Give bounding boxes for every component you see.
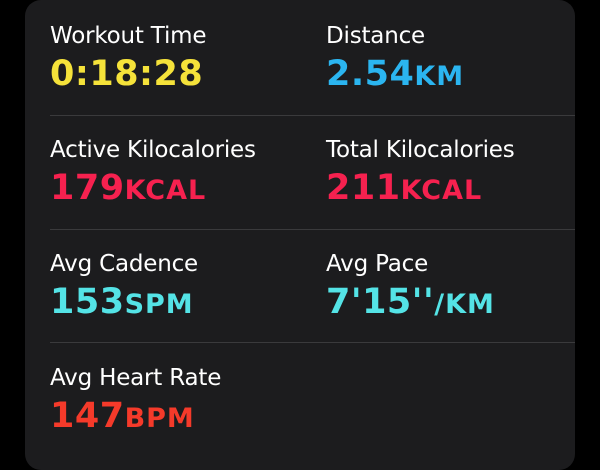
metric-value: 2.54KM bbox=[326, 54, 576, 97]
metric-avg-cadence: Avg Cadence 153SPM bbox=[50, 250, 300, 325]
metric-unit: BPM bbox=[124, 403, 195, 434]
metric-label: Avg Heart Rate bbox=[50, 365, 222, 391]
metric-number: 179 bbox=[50, 168, 125, 208]
metric-unit: /KM bbox=[434, 289, 495, 320]
metric-value: 211KCAL bbox=[326, 168, 576, 211]
metric-number: 7'15'' bbox=[326, 282, 435, 322]
metric-number: 147 bbox=[50, 396, 125, 436]
row-divider bbox=[50, 342, 575, 343]
metric-value: 179KCAL bbox=[50, 168, 300, 211]
metric-unit: KCAL bbox=[124, 175, 207, 206]
metric-distance: Distance 2.54KM bbox=[326, 22, 576, 97]
metric-number: 2.54 bbox=[326, 54, 415, 94]
metric-label: Avg Pace bbox=[326, 251, 429, 277]
metric-avg-heart-rate: Avg Heart Rate 147BPM bbox=[50, 364, 300, 439]
metric-value: 0:18:28 bbox=[50, 54, 300, 97]
workout-details-card: Workout Time 0:18:28 Distance 2.54KM Act… bbox=[25, 0, 575, 470]
metric-active-kilocalories: Active Kilocalories 179KCAL bbox=[50, 136, 300, 211]
metric-number: 0:18:28 bbox=[50, 54, 204, 94]
metric-label: Total Kilocalories bbox=[326, 137, 515, 163]
metric-number: 211 bbox=[326, 168, 401, 208]
metric-total-kilocalories: Total Kilocalories 211KCAL bbox=[326, 136, 576, 211]
metric-label: Avg Cadence bbox=[50, 251, 198, 277]
metric-value: 7'15''/KM bbox=[326, 282, 576, 325]
metric-unit: KCAL bbox=[400, 175, 483, 206]
metric-label: Active Kilocalories bbox=[50, 137, 256, 163]
row-divider bbox=[50, 229, 575, 230]
metric-label: Distance bbox=[326, 23, 425, 49]
metric-unit: KM bbox=[414, 61, 465, 92]
metric-avg-pace: Avg Pace 7'15''/KM bbox=[326, 250, 576, 325]
metric-value: 147BPM bbox=[50, 396, 300, 439]
metric-unit: SPM bbox=[124, 289, 194, 320]
metric-number: 153 bbox=[50, 282, 125, 322]
row-divider bbox=[50, 115, 575, 116]
metric-workout-time: Workout Time 0:18:28 bbox=[50, 22, 300, 97]
metric-label: Workout Time bbox=[50, 23, 207, 49]
metric-value: 153SPM bbox=[50, 282, 300, 325]
